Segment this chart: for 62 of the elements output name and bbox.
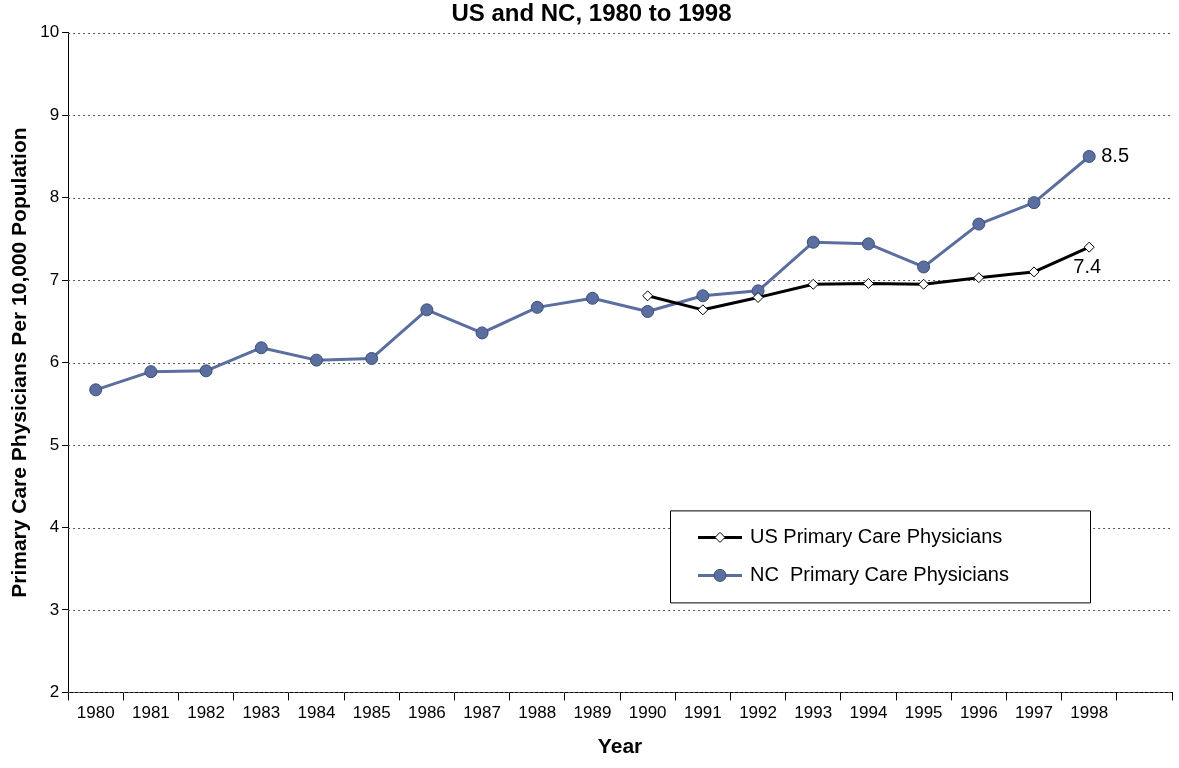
point [642, 290, 654, 302]
y-axis-title: Primary Care Physicians Per 10,000 Population [7, 127, 31, 598]
point [861, 237, 875, 251]
chart-title: US and NC, 1980 to 1998 [451, 0, 732, 27]
x-tick-label: 1984 [297, 703, 336, 723]
y-tick-label: 9 [49, 104, 60, 124]
x-tick-label: 1993 [794, 703, 833, 723]
x-tick-label: 1980 [76, 703, 115, 723]
point [696, 289, 710, 303]
y-tick-label: 7 [49, 269, 60, 289]
x-tick-label: 1986 [407, 703, 446, 723]
point [420, 303, 434, 317]
x-tick-label: 1997 [1015, 703, 1053, 723]
point [309, 353, 323, 367]
y-tick-label: 4 [49, 517, 60, 537]
legend-label: NC Primary Care Physicians [750, 562, 1009, 585]
point [365, 351, 379, 365]
point [1083, 241, 1095, 253]
point [807, 278, 819, 290]
point [1082, 149, 1096, 163]
point [973, 272, 985, 284]
point [697, 304, 709, 316]
x-axis-title: Year [597, 734, 643, 758]
point [1027, 196, 1041, 210]
x-tick-label: 1991 [683, 703, 722, 723]
x-tick-label: 1992 [739, 703, 777, 723]
point [89, 383, 103, 397]
point [641, 304, 655, 318]
data-label: 7.4 [1073, 254, 1102, 277]
point [1028, 266, 1040, 278]
point [199, 364, 213, 378]
x-tick-label: 1995 [904, 703, 943, 723]
point [752, 291, 764, 303]
point [862, 277, 874, 289]
x-tick-label: 1989 [573, 703, 612, 723]
x-tick-label: 1982 [187, 703, 226, 723]
x-tick-label: 1981 [131, 703, 170, 723]
point [918, 278, 930, 290]
y-tick-label: 2 [49, 682, 60, 702]
y-tick-label: 10 [40, 22, 60, 42]
x-tick-label: 1983 [242, 703, 281, 723]
x-tick-label: 1990 [628, 703, 667, 723]
x-tick-label: 1996 [959, 703, 998, 723]
y-tick-label: 8 [49, 187, 60, 207]
point [144, 365, 158, 379]
x-tick-label: 1987 [463, 703, 501, 723]
point [917, 260, 931, 274]
x-tick-label: 1998 [1070, 703, 1109, 723]
y-tick-label: 3 [49, 599, 60, 619]
y-tick-label: 6 [49, 352, 60, 372]
point [475, 326, 489, 340]
x-tick-label: 1994 [849, 703, 888, 723]
x-tick-label: 1988 [518, 703, 557, 723]
x-tick-label: 1985 [352, 703, 391, 723]
point [254, 341, 268, 355]
point [972, 217, 986, 231]
data-label: 8.5 [1101, 143, 1130, 166]
y-tick-label: 5 [49, 434, 60, 454]
point [530, 300, 544, 314]
legend-label: US Primary Care Physicians [750, 524, 1003, 547]
point [585, 291, 599, 305]
point [806, 235, 820, 249]
